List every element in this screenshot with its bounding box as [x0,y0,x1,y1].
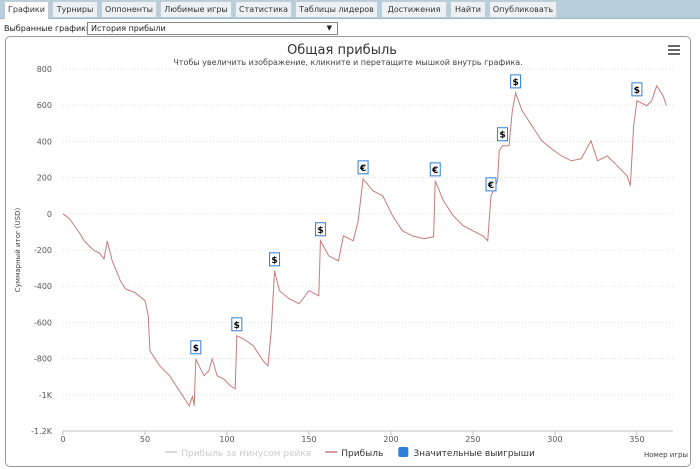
legend-item-1[interactable]: Прибыль [325,449,383,459]
tab-6[interactable]: Достижения [381,1,447,17]
tab-5[interactable]: Таблицы лидеров [295,1,378,17]
chart-selector-dropdown[interactable]: История прибыли ▼ [87,22,338,35]
y-tick-label: -600 [34,318,52,327]
y-tick-label: -200 [34,246,52,255]
y-tick-label: 200 [37,174,52,183]
y-tick-label: -1K [39,391,53,400]
legend-label: Прибыль за минусом рейка [181,449,311,459]
big-win-marker[interactable]: € [485,177,497,192]
legend-item-0[interactable]: Прибыль за минусом рейка [165,449,311,459]
marker-symbol: $ [634,86,640,96]
x-tick-label: 150 [301,435,316,444]
y-tick-label: -800 [34,355,52,364]
y-tick-label: -1.2K [31,427,53,436]
tab-7[interactable]: Найти [450,1,486,17]
x-tick-label: 250 [465,435,480,444]
legend-label: Значительные выигрыши [413,449,535,459]
marker-symbol: $ [193,344,199,354]
x-tick-label: 0 [60,435,65,444]
chart-selector-value: История прибыли [91,24,166,33]
y-tick-label: 800 [37,65,52,74]
x-tick-label: 300 [547,435,562,444]
big-win-marker[interactable]: $ [269,252,281,267]
marker-symbol: $ [317,226,323,236]
x-tick-label: 200 [383,435,398,444]
profit-line [62,84,667,407]
y-axis-label: Суммарный итог (USD) [14,208,22,293]
big-win-marker[interactable]: $ [631,82,643,97]
tab-3[interactable]: Любимые игры [160,1,232,17]
y-tick-label: 400 [37,137,52,146]
chart-subtitle: Чтобы увеличить изображение, кликните и … [173,58,522,67]
tab-4[interactable]: Статистика [235,1,292,17]
marker-symbol: € [359,164,366,174]
big-win-marker[interactable]: $ [190,340,202,355]
tab-0[interactable]: Графики [4,1,49,19]
hamburger-icon[interactable] [668,45,680,55]
x-tick-label: 50 [140,435,150,444]
chart-selector-label: Выбранные графики: [4,24,94,33]
marker-symbol: $ [271,256,277,266]
chart-selector-row: Выбранные графики: История прибыли ▼ [4,22,338,35]
marker-symbol: € [487,181,494,191]
marker-symbol: € [431,166,438,176]
big-win-marker[interactable]: $ [231,317,243,332]
legend-item-2[interactable]: Значительные выигрыши [398,447,535,459]
dropdown-arrow-icon: ▼ [326,24,332,32]
x-axis-label: Номер игры [644,451,688,459]
tab-2[interactable]: Оппоненты [101,1,157,17]
marker-symbol: $ [499,131,505,141]
big-win-marker[interactable]: € [357,160,369,175]
x-tick-label: 100 [219,435,234,444]
big-win-marker[interactable]: $ [496,127,508,142]
legend-label: Прибыль [341,449,383,459]
marker-symbol: $ [234,321,240,331]
tab-8[interactable]: Опубликовать [489,1,557,17]
y-tick-label: -400 [34,282,52,291]
tab-bar: Графики Турниры Оппоненты Любимые игры Стати… [0,0,700,19]
chart-container[interactable] [5,36,691,467]
big-win-marker[interactable]: $ [314,222,326,237]
big-win-marker[interactable]: € [429,162,441,177]
chart-title: Общая прибыль [287,43,397,58]
tab-1[interactable]: Турниры [52,1,98,17]
y-tick-label: 600 [37,101,52,110]
x-tick-label: 350 [629,435,644,444]
big-win-marker[interactable]: $ [510,74,522,89]
y-tick-label: 0 [47,210,52,219]
marker-symbol: $ [512,78,518,88]
